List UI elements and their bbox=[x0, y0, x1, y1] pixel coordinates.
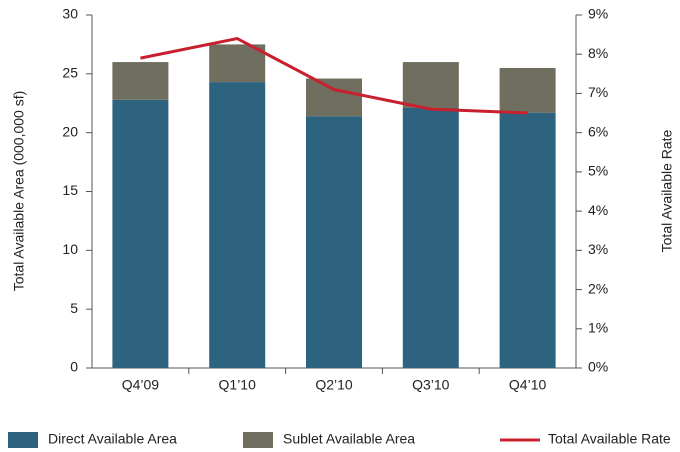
y2-tick-label: 0% bbox=[588, 359, 608, 375]
y-tick-label: 10 bbox=[62, 241, 78, 257]
y-tick-label: 5 bbox=[70, 300, 78, 316]
bar-segment bbox=[499, 67, 556, 113]
y2-tick-label: 3% bbox=[588, 241, 608, 257]
y-axis-label: Total Available Area (000,000 sf) bbox=[11, 91, 27, 292]
bar-segment bbox=[499, 112, 556, 368]
y2-tick-label: 7% bbox=[588, 84, 608, 100]
y2-tick-label: 4% bbox=[588, 202, 608, 218]
rate-line bbox=[140, 36, 528, 115]
legend-label: Direct Available Area bbox=[48, 431, 177, 447]
y-tick-label: 25 bbox=[62, 65, 78, 81]
y-tick-label: 15 bbox=[62, 182, 78, 198]
bar-segment bbox=[209, 44, 266, 83]
y2-tick-label: 1% bbox=[588, 319, 608, 335]
bar-segment bbox=[306, 78, 362, 117]
bar-segment bbox=[402, 107, 459, 368]
legend-swatch bbox=[8, 432, 38, 448]
y-tick-label: 0 bbox=[70, 359, 78, 375]
y2-tick-label: 8% bbox=[588, 45, 608, 61]
bar-segment bbox=[402, 62, 459, 108]
bar-segment bbox=[306, 116, 362, 369]
y2-tick-label: 2% bbox=[588, 280, 608, 296]
x-tick-label: Q1’10 bbox=[219, 377, 257, 393]
bar-segment bbox=[112, 99, 169, 368]
legend-label: Total Available Rate bbox=[548, 431, 671, 447]
legend-label: Sublet Available Area bbox=[283, 431, 415, 447]
x-tick-label: Q3’10 bbox=[412, 377, 450, 393]
y2-tick-label: 9% bbox=[588, 6, 608, 22]
y2-axis-label: Total Available Rate bbox=[659, 129, 675, 252]
y-tick-label: 20 bbox=[62, 123, 78, 139]
bar-segment bbox=[209, 82, 266, 368]
legend-swatch bbox=[243, 432, 273, 448]
x-tick-label: Q4’10 bbox=[509, 377, 547, 393]
x-tick-label: Q2’10 bbox=[315, 377, 353, 393]
y-tick-label: 30 bbox=[62, 6, 78, 22]
bar-segment bbox=[112, 62, 169, 100]
y2-tick-label: 6% bbox=[588, 123, 608, 139]
y2-tick-label: 5% bbox=[588, 163, 608, 179]
x-tick-label: Q4’09 bbox=[122, 377, 160, 393]
